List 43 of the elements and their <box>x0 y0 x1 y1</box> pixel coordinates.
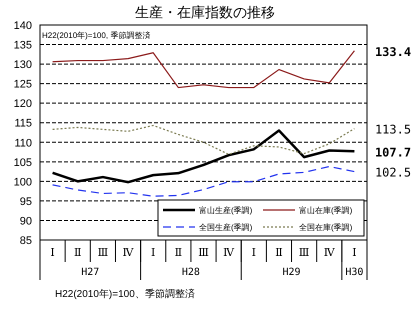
x-tick-label: Ⅳ <box>223 246 236 259</box>
legend-label: 富山生産(季調) <box>199 206 253 215</box>
text: H27 <box>81 267 100 278</box>
legend-label: 全国在庫(季調) <box>299 223 353 232</box>
line-series <box>52 124 356 155</box>
line-series <box>52 50 356 88</box>
x-tick-label: Ⅳ <box>324 246 336 259</box>
y-tick-label: 110 <box>14 137 32 150</box>
y-tick-label: 135 <box>14 40 32 52</box>
y-tick-label: 90 <box>20 215 32 228</box>
x-tick-label: Ⅰ <box>352 246 357 259</box>
x-tick-label: Ⅰ <box>252 246 256 259</box>
text: H29 <box>282 267 301 278</box>
x-tick-label: Ⅰ <box>151 246 156 259</box>
x-tick-label: Ⅰ <box>50 246 55 259</box>
x-tick-label: Ⅲ <box>298 246 310 259</box>
annotation: H22(2010年)=100, 季節調整済 <box>42 31 150 40</box>
line-series <box>52 166 356 197</box>
text: H28 <box>182 267 200 278</box>
legend-label: 全国生産(季調) <box>199 223 253 232</box>
y-tick-label: 130 <box>14 59 32 72</box>
legend-label: 富山在庫(季調) <box>299 206 353 215</box>
text: H30 <box>345 267 364 278</box>
y-tick-label: 125 <box>14 78 32 91</box>
y-tick-label: 105 <box>14 156 32 169</box>
x-tick-label: Ⅳ <box>122 246 135 259</box>
y-tick-label: 140 <box>14 20 32 32</box>
x-tick-label: Ⅲ <box>98 246 108 259</box>
data-label: 133.4 <box>374 44 411 59</box>
y-tick-label: 95 <box>20 196 32 208</box>
y-tick-label: 100 <box>14 176 32 188</box>
x-tick-label: Ⅱ <box>275 246 283 259</box>
x-tick-label: Ⅱ <box>74 246 82 259</box>
y-tick-label: 120 <box>14 98 32 110</box>
text: H22(2010年)=100、季節調整済 <box>55 288 195 300</box>
y-tick-label: 115 <box>14 118 32 130</box>
data-label: 113.5 <box>374 122 411 137</box>
x-tick-label: Ⅱ <box>174 246 182 259</box>
x-tick-label: Ⅲ <box>198 246 209 259</box>
chart-title: 生産・在庫指数の推移 <box>135 4 275 20</box>
y-tick-label: 85 <box>20 235 32 247</box>
data-label: 107.7 <box>374 145 411 160</box>
data-label: 102.5 <box>374 166 411 180</box>
